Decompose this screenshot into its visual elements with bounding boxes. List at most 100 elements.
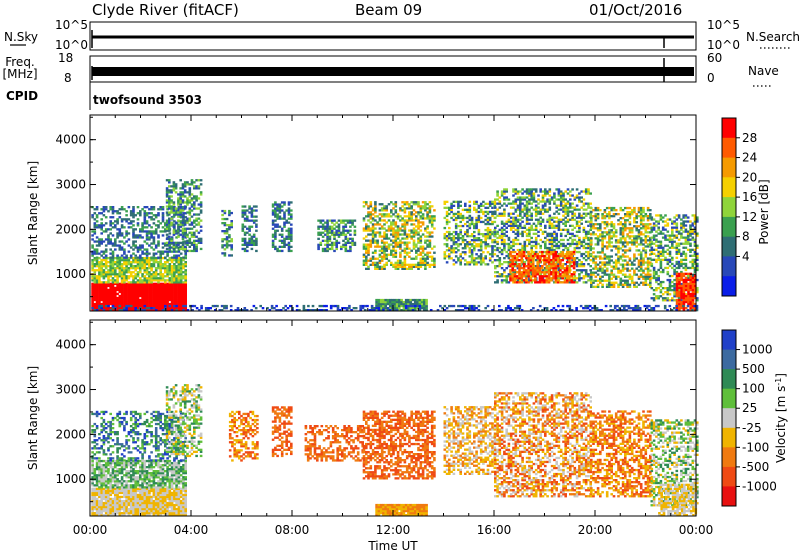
power-cell-1295	[145, 250, 149, 253]
power-cell-4718	[594, 275, 598, 278]
power-cell-2241	[365, 259, 368, 262]
power-cell-4478	[534, 269, 537, 272]
power-cell-2855	[384, 298, 387, 302]
power-cell-3602	[519, 204, 522, 207]
power-cell-1510	[165, 227, 169, 230]
power-cell-2941	[420, 307, 424, 310]
power-cell-2398	[383, 247, 386, 250]
power-cell-2388	[380, 207, 384, 210]
power-cell-2865	[389, 300, 392, 304]
power-cell-1456	[177, 250, 181, 253]
power-cell-4068	[562, 198, 565, 201]
power-cell-386	[154, 302, 158, 306]
power-cell-4938	[617, 261, 620, 264]
power-cell-1141	[114, 242, 117, 245]
power-cell-304	[141, 298, 144, 302]
power-cell-4232	[578, 200, 581, 203]
power-cell-2691	[417, 231, 420, 234]
power-cell-4084	[564, 228, 567, 231]
power-cell-4815	[603, 235, 607, 238]
power-cell-3556	[516, 279, 520, 282]
power-cell-3552	[514, 198, 518, 201]
power-cell-1675	[186, 235, 189, 238]
power-cell-1323	[150, 234, 153, 237]
power-cell-1033	[91, 214, 94, 217]
nsky-label: N.Sky	[4, 30, 38, 44]
power-cell-1259	[139, 248, 142, 251]
power-cell-676	[111, 267, 115, 270]
power-cell-2773	[426, 225, 429, 228]
power-cell-2534	[399, 247, 402, 250]
power-cell-2216	[353, 243, 357, 246]
power-cell-4155	[571, 218, 574, 221]
power-cell-2162	[337, 219, 341, 222]
power-cell-4859	[608, 241, 611, 244]
power-cell-637	[102, 263, 106, 266]
power-cell-1354	[154, 214, 158, 217]
power-cell-609	[98, 279, 101, 282]
power-cell-516	[175, 292, 178, 296]
power-cell-2481	[392, 207, 395, 210]
power-cell-1721	[190, 209, 194, 212]
power-cell-1521	[165, 191, 169, 194]
power-cell-2910	[407, 302, 410, 306]
power-cell-1444	[175, 254, 178, 257]
power-cell-3225	[479, 241, 483, 244]
power-cell-2407	[383, 223, 386, 226]
power-cell-3106	[464, 216, 467, 220]
power-cell-2654	[412, 229, 416, 232]
power-cell-4402	[518, 254, 521, 258]
power-cell-226	[127, 288, 131, 292]
power-cell-3156	[470, 222, 474, 226]
power-cell-3455	[505, 222, 508, 225]
power-cell-4419	[522, 273, 526, 276]
power-cell-376	[152, 294, 156, 298]
power-cell-1547	[168, 181, 171, 184]
power-cell-4647	[568, 269, 571, 272]
power-cell-3562	[516, 254, 520, 258]
power-cell-4657	[570, 275, 574, 278]
power-cell-4830	[605, 263, 609, 266]
power-cell-839	[145, 259, 149, 262]
power-cell-812	[141, 267, 144, 270]
power-cell-1790	[199, 219, 203, 222]
power-cell-2934	[416, 298, 419, 302]
power-cell-2703	[419, 263, 423, 266]
power-cell-4414	[520, 254, 524, 258]
power-cell-1399	[166, 252, 169, 255]
power-cell-1474	[179, 208, 183, 211]
power-cell-4746	[596, 243, 600, 246]
power-cell-379	[152, 288, 156, 292]
power-cell-700	[116, 261, 119, 264]
power-cell-4583	[554, 267, 558, 270]
power-cell-1029	[91, 238, 94, 241]
power-cell-2405	[383, 231, 386, 234]
power-cell-4674	[572, 252, 576, 256]
power-cell-3422	[503, 248, 506, 252]
power-cell-1307	[145, 212, 149, 215]
power-cell-1353	[154, 216, 158, 219]
power-cell-3335	[494, 271, 497, 274]
power-cell-616	[98, 265, 101, 268]
power-cell-705	[118, 271, 122, 274]
power-cell-2760	[424, 201, 427, 204]
power-cell-1946	[271, 227, 275, 230]
power-cell-4445	[527, 261, 530, 264]
power-cell-1060	[95, 206, 99, 209]
power-cell-3691	[528, 254, 531, 258]
power-cell-4276	[582, 198, 586, 201]
power-cell-4425	[522, 254, 526, 258]
power-cell-4722	[594, 263, 598, 266]
power-cell-1077	[100, 224, 103, 227]
power-cell-4114	[566, 210, 570, 213]
power-cell-1718	[190, 223, 194, 226]
power-cell-4858	[608, 243, 611, 246]
power-cell-3268	[486, 237, 490, 240]
power-cell-256	[132, 284, 135, 288]
power-cell-2610	[408, 255, 411, 258]
power-cell-2207	[349, 221, 352, 224]
power-cell-2875	[393, 304, 397, 308]
power-cell-572	[184, 292, 187, 296]
power-cell-395	[154, 284, 158, 288]
power-cell-4404	[518, 250, 521, 254]
